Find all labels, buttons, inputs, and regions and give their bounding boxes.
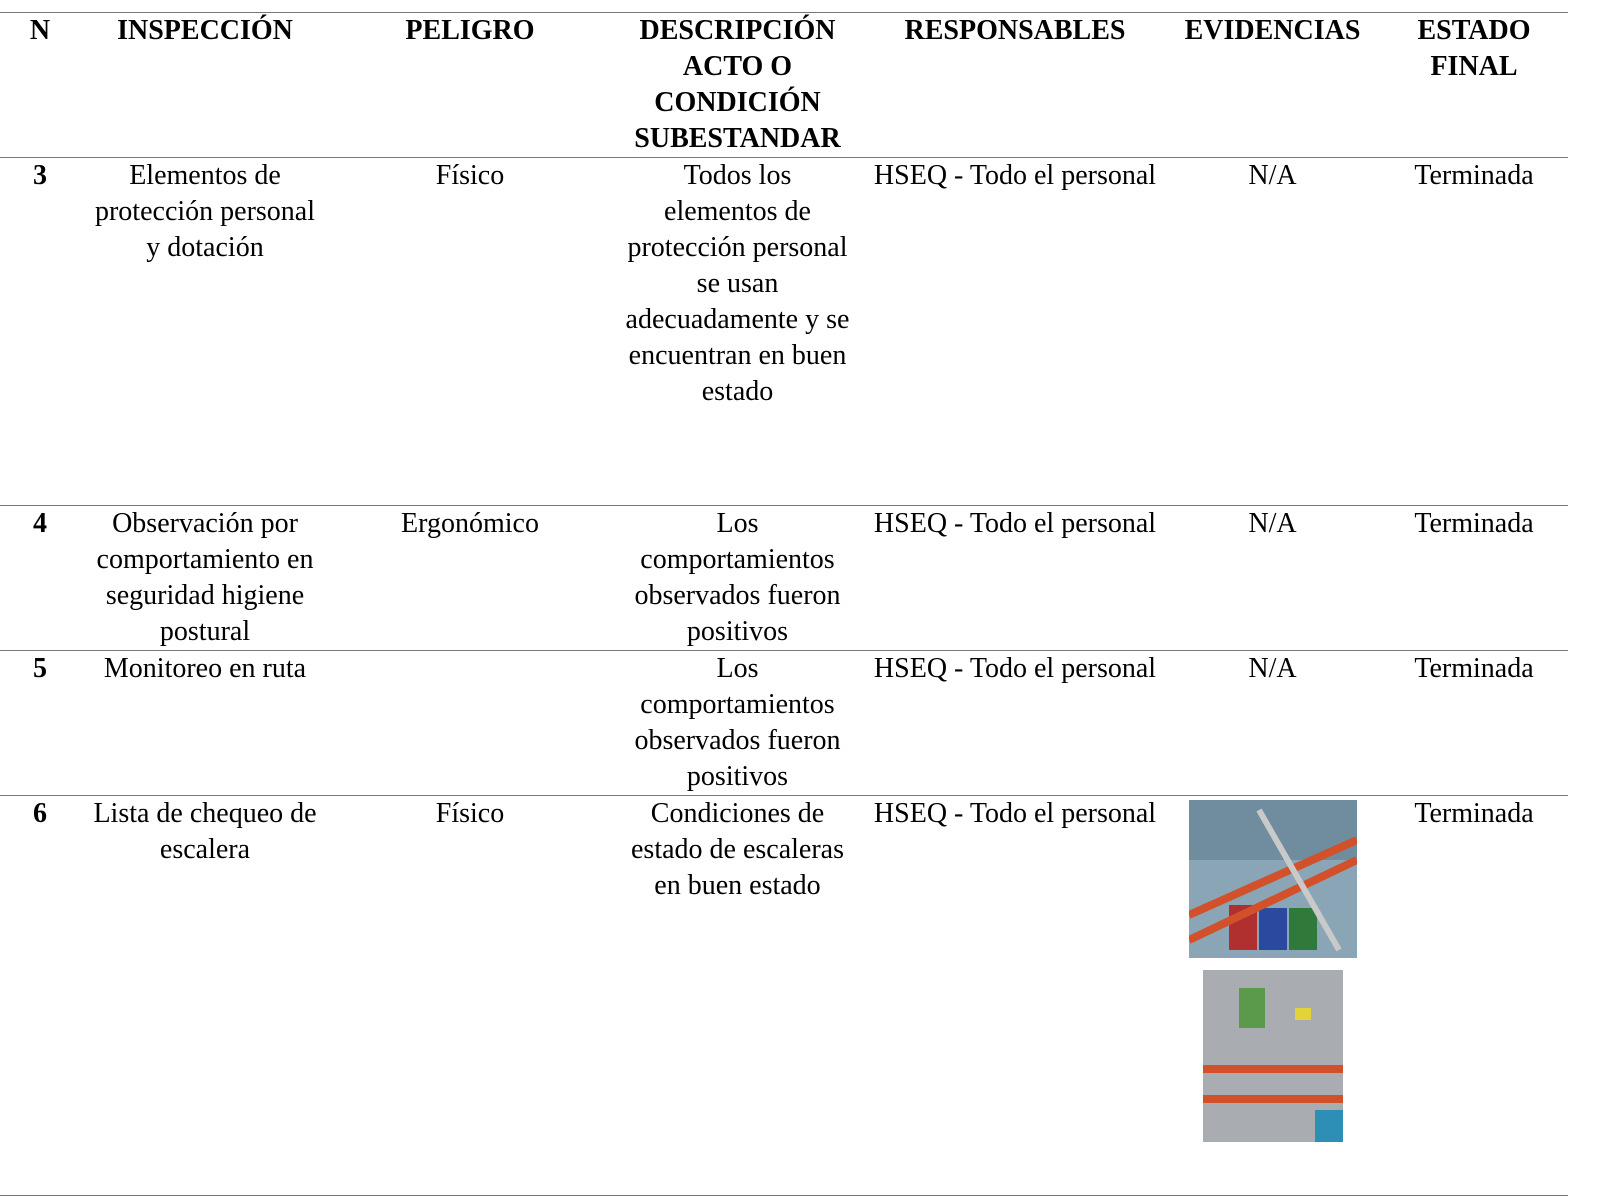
inspection-table: N INSPECCIÓN PELIGRO DESCRIPCIÓN ACTO O … (0, 12, 1568, 1196)
cell-inspeccion: Lista de chequeo de escalera (80, 795, 330, 1196)
photo-bin (1258, 908, 1287, 950)
photo-ladder (1188, 836, 1357, 919)
photo-sign (1294, 1008, 1311, 1020)
evidence-photo (1188, 800, 1357, 958)
photo-ladder (1202, 1065, 1343, 1073)
cell-evidencias: N/A (1165, 157, 1380, 506)
photo-poster (1238, 988, 1265, 1028)
photo-bin (1288, 908, 1317, 950)
header-cell: DESCRIPCIÓN ACTO O CONDICIÓN SUBESTANDAR (610, 12, 865, 158)
cell-descripcion: Todos los elementos de protección person… (610, 157, 865, 506)
evidence-photo (1202, 970, 1343, 1142)
table-row: 4 Observación por comportamiento en segu… (0, 505, 1568, 651)
header-cell: ESTADO FINAL (1380, 12, 1568, 158)
cell-descripcion: Los comportamientos observados fueron po… (610, 505, 865, 651)
cell-peligro (330, 650, 610, 796)
cell-peligro: Físico (330, 795, 610, 1196)
header-cell: RESPONSABLES (865, 12, 1165, 158)
cell-n: 6 (0, 795, 80, 1196)
cell-descripcion: Condiciones de estado de escaleras en bu… (610, 795, 865, 1196)
cell-estado: Terminada (1380, 795, 1568, 1196)
cell-responsables: HSEQ - Todo el personal (865, 157, 1165, 506)
table-body: 3 Elementos de protección personal y dot… (0, 157, 1568, 1196)
cell-inspeccion: Observación por comportamiento en seguri… (80, 505, 330, 651)
header-cell: N (0, 12, 80, 158)
cell-responsables: HSEQ - Todo el personal (865, 650, 1165, 796)
table-row: 3 Elementos de protección personal y dot… (0, 157, 1568, 506)
cell-inspeccion: Monitoreo en ruta (80, 650, 330, 796)
table-header: N INSPECCIÓN PELIGRO DESCRIPCIÓN ACTO O … (0, 12, 1568, 158)
table-row: 6 Lista de chequeo de escalera Físico Co… (0, 795, 1568, 1196)
header-cell: INSPECCIÓN (80, 12, 330, 158)
header-cell: EVIDENCIAS (1165, 12, 1380, 158)
photo-ladder (1202, 1095, 1343, 1103)
cell-inspeccion: Elementos de protección personal y dotac… (80, 157, 330, 506)
cell-evidencias: N/A (1165, 505, 1380, 651)
cell-estado: Terminada (1380, 157, 1568, 506)
table-row: 5 Monitoreo en ruta Los comportamientos … (0, 650, 1568, 796)
cell-evidencias (1165, 795, 1380, 1196)
photo-ladder (1188, 856, 1357, 944)
cell-estado: Terminada (1380, 505, 1568, 651)
header-row: N INSPECCIÓN PELIGRO DESCRIPCIÓN ACTO O … (0, 12, 1568, 158)
photo-object (1314, 1110, 1343, 1142)
cell-descripcion: Los comportamientos observados fueron po… (610, 650, 865, 796)
cell-responsables: HSEQ - Todo el personal (865, 795, 1165, 1196)
cell-n: 5 (0, 650, 80, 796)
cell-responsables: HSEQ - Todo el personal (865, 505, 1165, 651)
cell-evidencias: N/A (1165, 650, 1380, 796)
cell-peligro: Físico (330, 157, 610, 506)
cell-estado: Terminada (1380, 650, 1568, 796)
photo-frame (1255, 808, 1342, 952)
cell-n: 3 (0, 157, 80, 506)
cell-n: 4 (0, 505, 80, 651)
header-cell: PELIGRO (330, 12, 610, 158)
cell-peligro: Ergonómico (330, 505, 610, 651)
